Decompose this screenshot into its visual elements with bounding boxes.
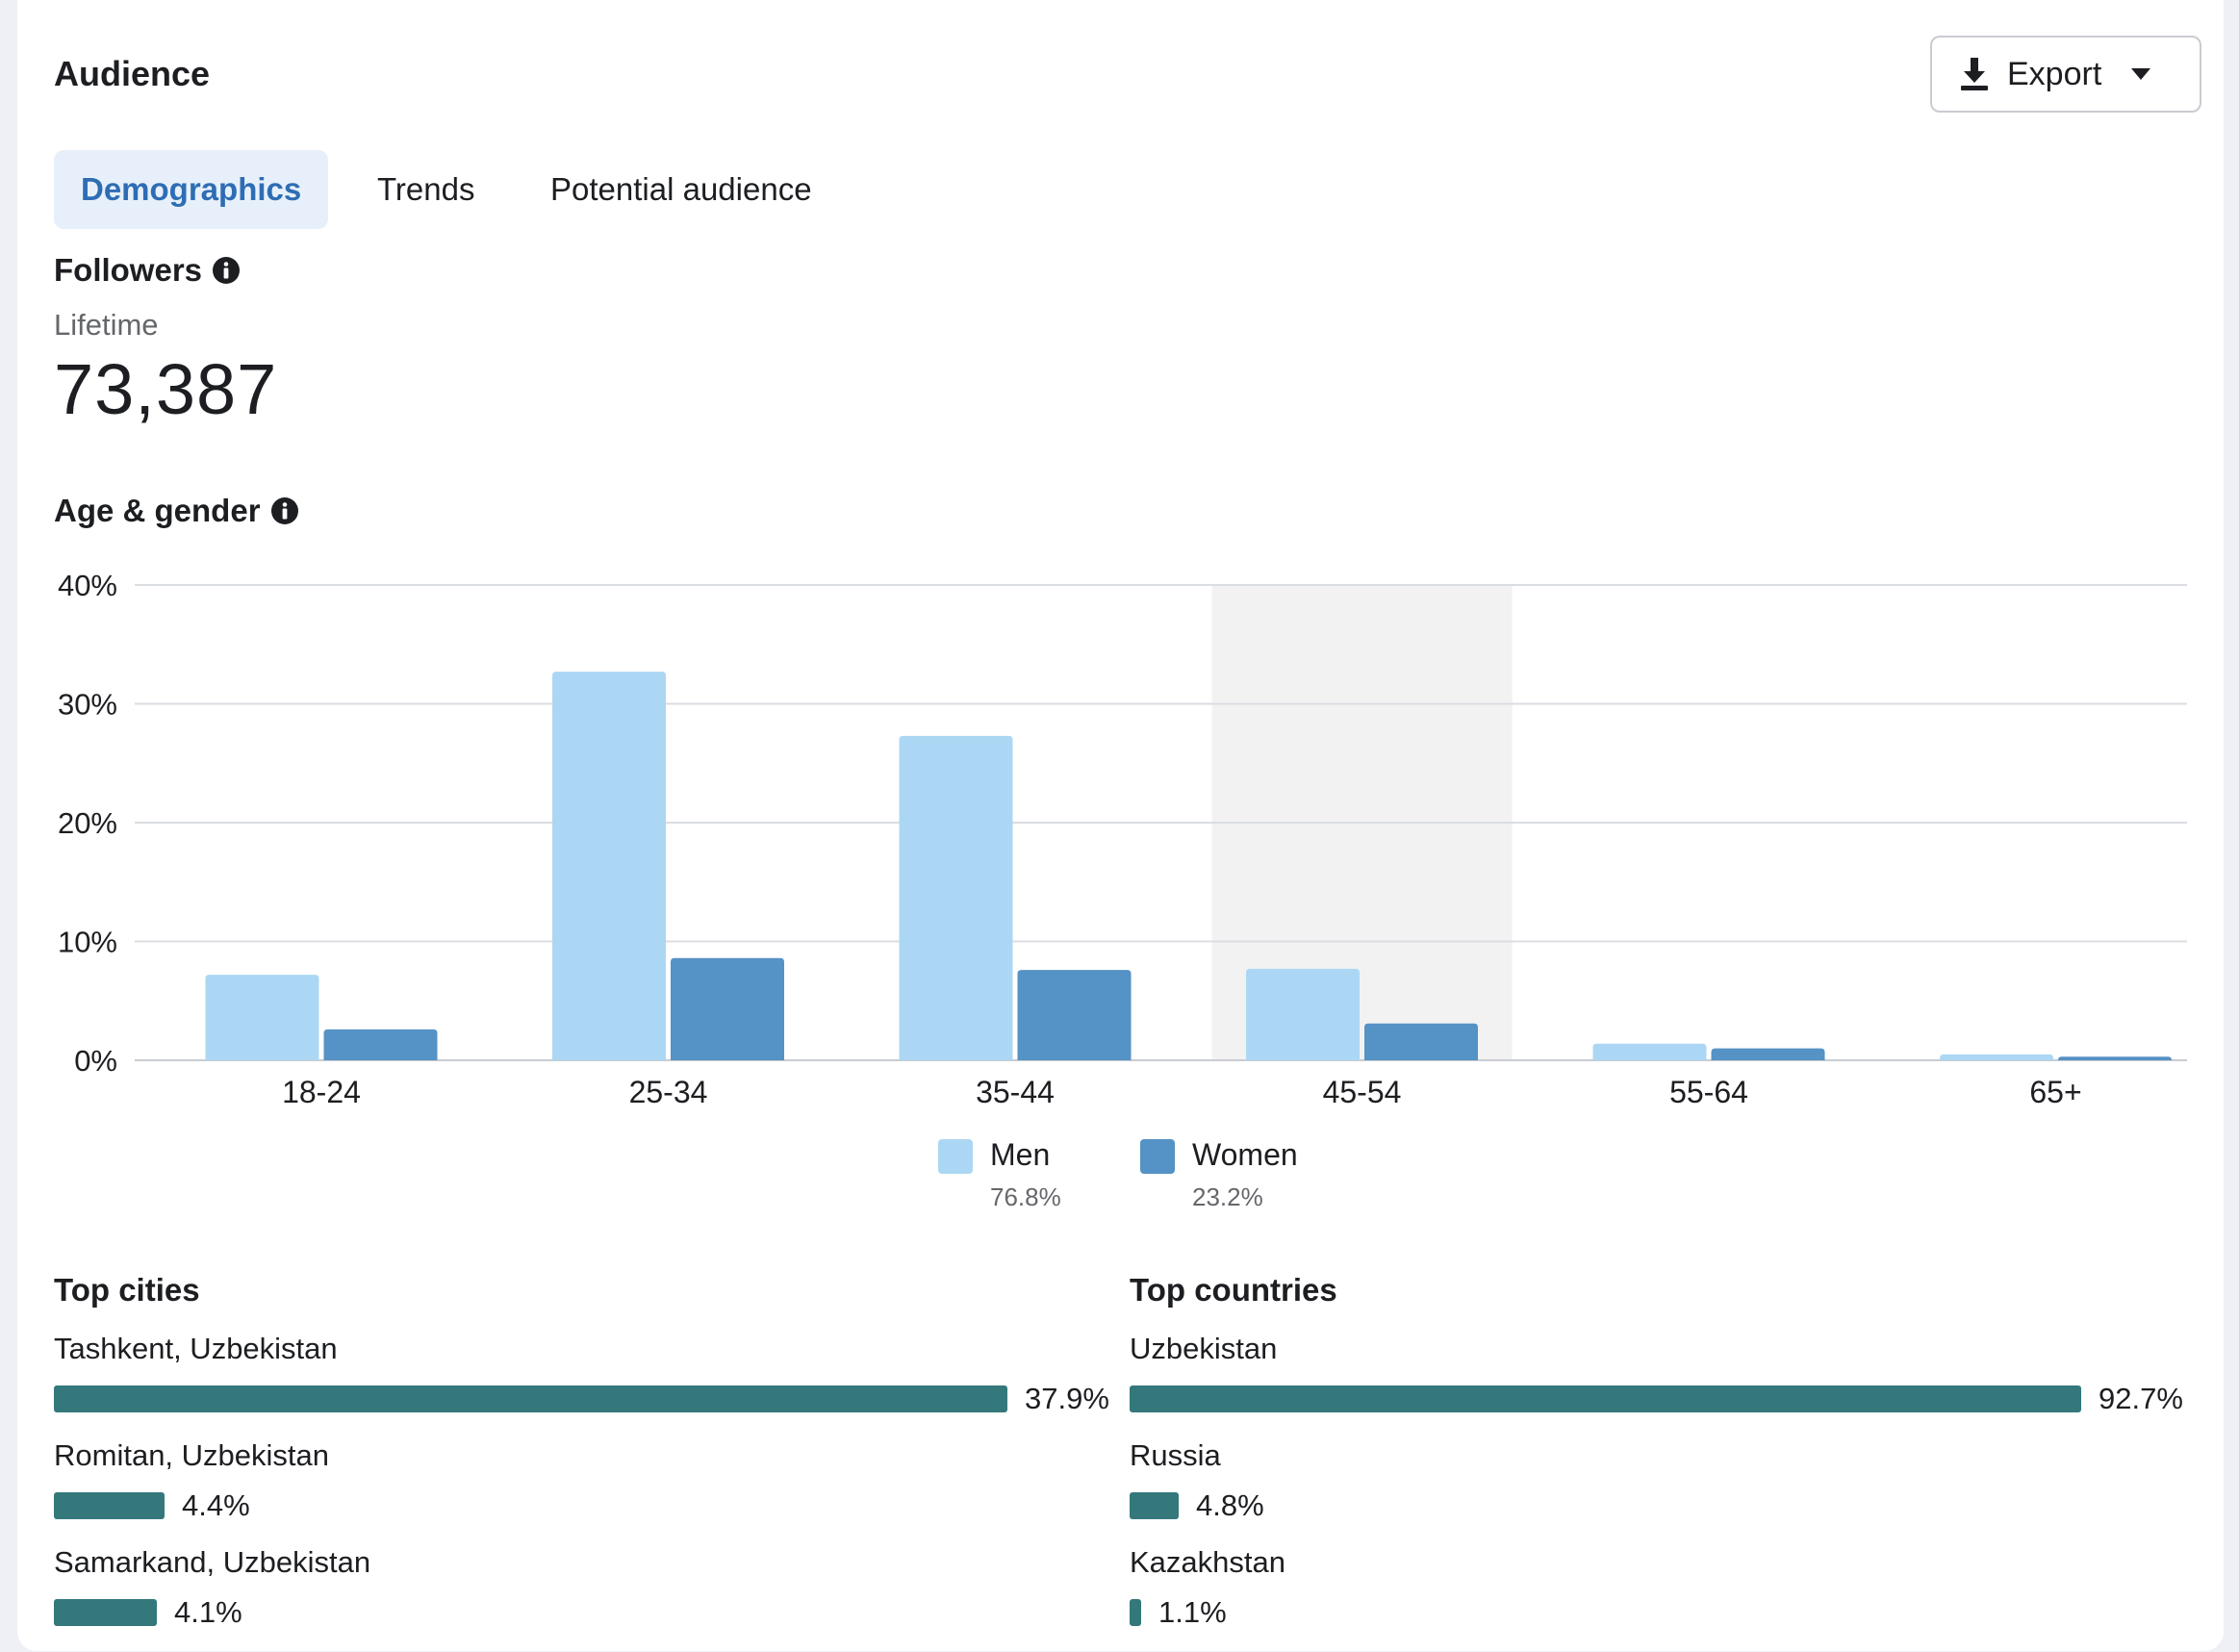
country-name: Russia — [1130, 1438, 1221, 1472]
city-percent: 4.4% — [182, 1488, 250, 1522]
country-name: Uzbekistan — [1130, 1332, 1278, 1365]
info-icon[interactable] — [212, 256, 241, 285]
country-name: Kazakhstan — [1130, 1545, 1285, 1579]
bar-men-55-64[interactable] — [1592, 1043, 1707, 1060]
city-name: Tashkent, Uzbekistan — [54, 1332, 338, 1365]
y-tick-label: 30% — [58, 688, 117, 722]
caret-down-icon — [2131, 68, 2151, 80]
country-bar — [1130, 1599, 1141, 1626]
bar-women-65+[interactable] — [2058, 1056, 2172, 1060]
bar-women-55-64[interactable] — [1711, 1048, 1825, 1060]
country-bar — [1130, 1492, 1179, 1519]
legend-swatch-men — [938, 1139, 973, 1174]
followers-count: 73,387 — [54, 349, 278, 429]
top-countries-list: Uzbekistan 92.7% Russia 4.8% Kazakhstan … — [1130, 1332, 2207, 1652]
x-tick-label: 65+ — [2029, 1075, 2081, 1109]
bar-men-25-34[interactable] — [552, 672, 666, 1060]
legend-swatch-women — [1140, 1139, 1175, 1174]
bar-men-65+[interactable] — [1940, 1054, 2053, 1060]
city-bar — [54, 1599, 157, 1626]
country-bar — [1130, 1385, 2081, 1412]
y-tick-label: 20% — [58, 806, 117, 840]
download-icon — [1961, 58, 1988, 90]
followers-label: Followers — [54, 252, 203, 288]
export-label: Export — [2007, 55, 2102, 92]
age-gender-chart: 0% 10% 20% 30% 40% 18-24 25-34 35-44 45-54 55-64 6… — [17, 558, 2224, 1232]
top-cities-heading: Top cities — [54, 1272, 200, 1308]
country-percent: 1.1% — [1158, 1595, 1227, 1629]
top-cities-list: Tashkent, Uzbekistan 37.9% Romitan, Uzbe… — [54, 1332, 1132, 1652]
top-countries-heading: Top countries — [1130, 1272, 1337, 1308]
tab-demographics[interactable]: Demographics — [54, 150, 329, 229]
followers-heading: Followers — [54, 252, 241, 289]
x-tick-label: 45-54 — [1323, 1075, 1402, 1109]
bar-women-45-54[interactable] — [1364, 1023, 1478, 1060]
city-name: Romitan, Uzbekistan — [54, 1438, 330, 1472]
legend-item-men: Men 76.8% — [938, 1137, 1061, 1212]
legend-name: Women — [1192, 1137, 1298, 1172]
audience-card: Audience Export Demographics Trends Pote… — [17, 0, 2224, 1651]
bar-men-18-24[interactable] — [205, 975, 319, 1060]
y-tick-label: 10% — [58, 926, 117, 959]
city-bar — [54, 1492, 165, 1519]
export-button[interactable]: Export — [1930, 36, 2201, 113]
legend-percent: 23.2% — [1192, 1182, 1263, 1211]
city-percent: 37.9% — [1025, 1382, 1109, 1415]
city-row: Romitan, Uzbekistan 4.4% — [54, 1438, 1132, 1545]
city-bar — [54, 1385, 1007, 1412]
bar-men-35-44[interactable] — [899, 735, 1013, 1060]
y-tick-label: 0% — [74, 1044, 117, 1078]
tab-trends[interactable]: Trends — [350, 150, 501, 229]
x-tick-label: 55-64 — [1669, 1075, 1748, 1109]
country-percent: 4.8% — [1196, 1488, 1264, 1522]
tab-label: Trends — [377, 171, 475, 207]
y-tick-label: 40% — [58, 569, 117, 602]
bar-women-25-34[interactable] — [671, 957, 784, 1060]
city-row: Samarkand, Uzbekistan 4.1% — [54, 1545, 1132, 1652]
tab-label: Potential audience — [550, 171, 812, 207]
bar-men-45-54[interactable] — [1246, 968, 1360, 1060]
bar-women-18-24[interactable] — [323, 1029, 438, 1060]
chart-svg: 0% 10% 20% 30% 40% 18-24 25-34 35-44 45-54 55-64 6… — [58, 569, 2187, 1109]
tab-potential-audience[interactable]: Potential audience — [523, 150, 839, 229]
x-tick-label: 18-24 — [282, 1075, 361, 1109]
city-percent: 4.1% — [174, 1595, 242, 1629]
age-gender-label: Age & gender — [54, 493, 261, 528]
country-row: Uzbekistan 92.7% — [1130, 1332, 2207, 1438]
legend-percent: 76.8% — [990, 1182, 1061, 1211]
bar-women-35-44[interactable] — [1017, 970, 1132, 1060]
legend-item-women: Women 23.2% — [1140, 1137, 1298, 1212]
city-name: Samarkand, Uzbekistan — [54, 1545, 371, 1579]
page-title: Audience — [54, 54, 211, 93]
followers-period: Lifetime — [54, 308, 159, 342]
x-tick-label: 25-34 — [629, 1075, 708, 1109]
city-row: Tashkent, Uzbekistan 37.9% — [54, 1332, 1132, 1438]
country-percent: 92.7% — [2099, 1382, 2183, 1415]
country-row: Russia 4.8% — [1130, 1438, 2207, 1545]
tab-label: Demographics — [81, 171, 302, 207]
legend-name: Men — [990, 1137, 1051, 1172]
age-gender-heading: Age & gender — [54, 493, 299, 529]
x-tick-label: 35-44 — [976, 1075, 1055, 1109]
country-row: Kazakhstan 1.1% — [1130, 1545, 2207, 1652]
info-icon[interactable] — [270, 496, 299, 525]
